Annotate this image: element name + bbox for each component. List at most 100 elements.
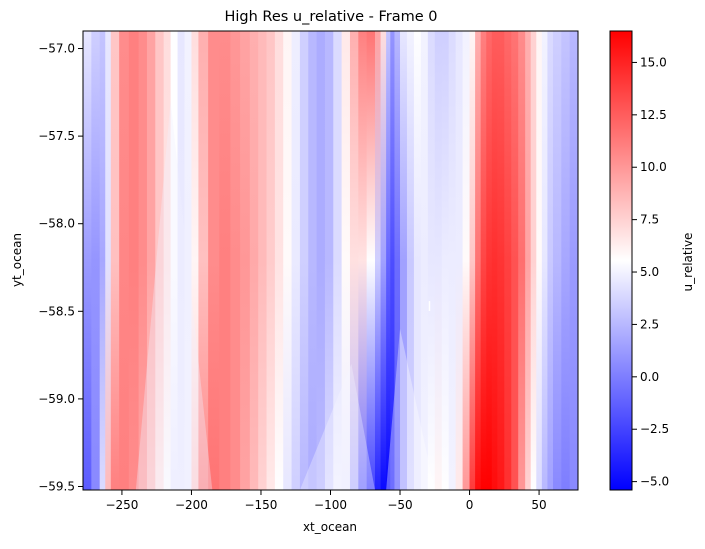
y-axis: −57.0 −57.5 −58.0 −58.5 −59.0 −59.5 bbox=[38, 42, 83, 493]
heatmap-column bbox=[138, 31, 148, 490]
heatmap-column bbox=[475, 31, 482, 490]
heatmap-column bbox=[525, 31, 532, 490]
heatmap-column bbox=[184, 31, 193, 490]
heatmap-column bbox=[170, 31, 179, 490]
heatmap-column bbox=[258, 31, 268, 490]
chart-title: High Res u_relative - Frame 0 bbox=[224, 9, 437, 25]
heatmap-column bbox=[441, 31, 450, 490]
heatmap-column bbox=[208, 31, 220, 490]
colorbar-tick-label: 2.5 bbox=[640, 317, 659, 331]
x-tick-label: −50 bbox=[387, 498, 412, 512]
colorbar-tick-label: 10.0 bbox=[640, 160, 667, 174]
heatmap-column bbox=[240, 31, 251, 490]
heatmap-column bbox=[155, 31, 165, 490]
x-axis: −250 −200 −150 −100 −50 0 50 bbox=[105, 490, 547, 512]
heatmap-column bbox=[569, 31, 578, 490]
x-axis-label: xt_ocean bbox=[303, 520, 357, 534]
heatmap-column bbox=[198, 31, 209, 490]
heatmap-column bbox=[266, 31, 276, 490]
colorbar-fill bbox=[610, 31, 632, 490]
heatmap-column bbox=[552, 31, 562, 490]
heatmap-column bbox=[308, 31, 318, 490]
colorbar-tick-label: 0.0 bbox=[640, 370, 659, 384]
heatmap-column bbox=[427, 31, 436, 490]
heatmap-column bbox=[191, 31, 200, 490]
heatmap-column bbox=[469, 31, 476, 490]
heatmap-column bbox=[91, 31, 101, 490]
heatmap-wedge bbox=[299, 363, 375, 490]
heatmap-column bbox=[374, 31, 382, 490]
heatmap-column bbox=[480, 31, 487, 490]
heatmap-column bbox=[83, 31, 92, 490]
heatmap-column bbox=[119, 31, 130, 490]
heatmap-mark bbox=[428, 301, 431, 312]
heatmap-column bbox=[99, 31, 106, 490]
colorbar-frame bbox=[609, 30, 633, 491]
heatmap-column bbox=[128, 31, 140, 490]
heatmap-column bbox=[291, 31, 301, 490]
heatmap-column bbox=[541, 31, 549, 490]
heatmap-column bbox=[413, 31, 422, 490]
heatmap-column bbox=[105, 31, 112, 490]
heatmap-column bbox=[536, 31, 543, 490]
heatmap-wedge bbox=[386, 328, 435, 490]
colorbar-label: u_relative bbox=[681, 233, 695, 292]
x-tick-label: 0 bbox=[466, 498, 474, 512]
heatmap-column bbox=[341, 31, 351, 490]
heatmap-column bbox=[249, 31, 259, 490]
heatmap-column bbox=[455, 31, 464, 490]
heatmap-column bbox=[486, 31, 493, 490]
heatmap-column bbox=[561, 31, 571, 490]
heatmap-column bbox=[299, 31, 309, 490]
colorbar-ticks: −5.0 −2.5 0.0 2.5 5.0 7.5 10.0 12.5 15.0 bbox=[632, 55, 669, 489]
heatmap-column bbox=[219, 31, 231, 490]
heatmap-column bbox=[511, 31, 519, 490]
heatmap-column bbox=[349, 31, 359, 490]
x-tick-label: −200 bbox=[175, 498, 208, 512]
x-tick-label: −250 bbox=[105, 498, 138, 512]
colorbar: −5.0 −2.5 0.0 2.5 5.0 7.5 10.0 12.5 15.0 u_relat… bbox=[609, 30, 695, 491]
heatmap-column bbox=[230, 31, 241, 490]
y-axis-label: yt_ocean bbox=[10, 233, 24, 287]
heatmap-column bbox=[434, 31, 443, 490]
heatmap-column bbox=[163, 31, 172, 490]
heatmap-column bbox=[491, 31, 498, 490]
heatmap-column bbox=[283, 31, 293, 490]
heatmap-column bbox=[324, 31, 334, 490]
heatmap-column bbox=[448, 31, 457, 490]
heatmap-column bbox=[316, 31, 326, 490]
x-tick-label: −150 bbox=[244, 498, 277, 512]
heatmap-column bbox=[462, 31, 471, 490]
colorbar-tick-label: 7.5 bbox=[640, 213, 659, 227]
y-tick-label: −58.5 bbox=[38, 304, 75, 318]
y-tick-label: −59.0 bbox=[38, 392, 75, 406]
colorbar-tick-label: −5.0 bbox=[640, 475, 669, 489]
heatmap-column bbox=[420, 31, 429, 490]
heatmap-column bbox=[366, 31, 376, 490]
heatmap-column bbox=[358, 31, 368, 490]
colorbar-tick-label: 5.0 bbox=[640, 265, 659, 279]
colorbar-tick-label: −2.5 bbox=[640, 422, 669, 436]
heatmap-column bbox=[497, 31, 505, 490]
heatmap-column bbox=[380, 31, 387, 490]
y-tick-label: −58.0 bbox=[38, 217, 75, 231]
heatmap-column bbox=[504, 31, 512, 490]
heatmap-column bbox=[406, 31, 415, 490]
heatmap-column bbox=[400, 31, 408, 490]
heatmap-column bbox=[518, 31, 526, 490]
heatmap-column bbox=[547, 31, 554, 490]
heatmap-column bbox=[333, 31, 343, 490]
heatmap-column bbox=[110, 31, 120, 490]
colorbar-tick-label: 15.0 bbox=[640, 55, 667, 69]
heatmap-column bbox=[386, 31, 391, 490]
x-tick-label: 50 bbox=[531, 498, 546, 512]
x-tick-label: −100 bbox=[314, 498, 347, 512]
heatmap-wedge bbox=[135, 101, 213, 490]
heatmap-column bbox=[146, 31, 156, 490]
heatmap-column bbox=[390, 31, 396, 490]
y-tick-label: −57.5 bbox=[38, 129, 75, 143]
colorbar-tick-label: 12.5 bbox=[640, 108, 667, 122]
heatmap-column bbox=[530, 31, 537, 490]
